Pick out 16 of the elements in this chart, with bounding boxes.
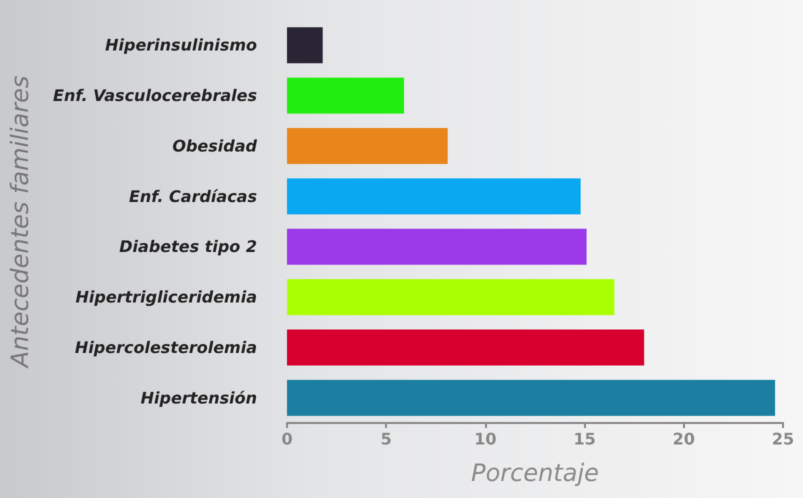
x-tick-label: 5 xyxy=(380,430,392,448)
x-tick-label: 15 xyxy=(573,430,596,448)
y-tick-label: Hipercolesterolemia xyxy=(74,338,257,357)
y-tick-label: Diabetes tipo 2 xyxy=(119,237,257,256)
y-axis-title: Antecedentes familiares xyxy=(6,76,34,370)
y-tick-label: Hipertrigliceridemia xyxy=(76,288,257,307)
y-tick-label: Hipertensión xyxy=(140,388,257,408)
x-tick-label: 0 xyxy=(281,430,293,448)
y-tick-label: Enf. Vasculocerebrales xyxy=(53,86,257,106)
x-axis-title: Porcentaje xyxy=(471,459,599,487)
y-tick-label: Hiperinsulinismo xyxy=(105,36,258,55)
y-tick-label: Obesidad xyxy=(172,136,258,156)
x-tick-label: 10 xyxy=(474,430,497,448)
x-tick-label: 25 xyxy=(772,430,794,448)
x-tick-label: 20 xyxy=(672,430,695,448)
y-tick-label: Enf. Cardíacas xyxy=(128,186,257,206)
